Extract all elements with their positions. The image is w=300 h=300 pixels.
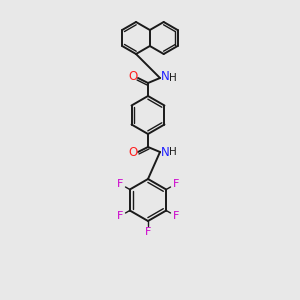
Text: F: F <box>145 227 151 237</box>
Text: F: F <box>172 179 179 189</box>
Text: O: O <box>128 70 138 83</box>
Text: F: F <box>117 211 124 221</box>
Text: H: H <box>169 73 177 83</box>
Text: F: F <box>172 211 179 221</box>
Text: N: N <box>160 70 169 83</box>
Text: H: H <box>169 147 177 157</box>
Text: N: N <box>160 146 169 160</box>
Text: O: O <box>128 146 138 160</box>
Text: F: F <box>117 179 124 189</box>
